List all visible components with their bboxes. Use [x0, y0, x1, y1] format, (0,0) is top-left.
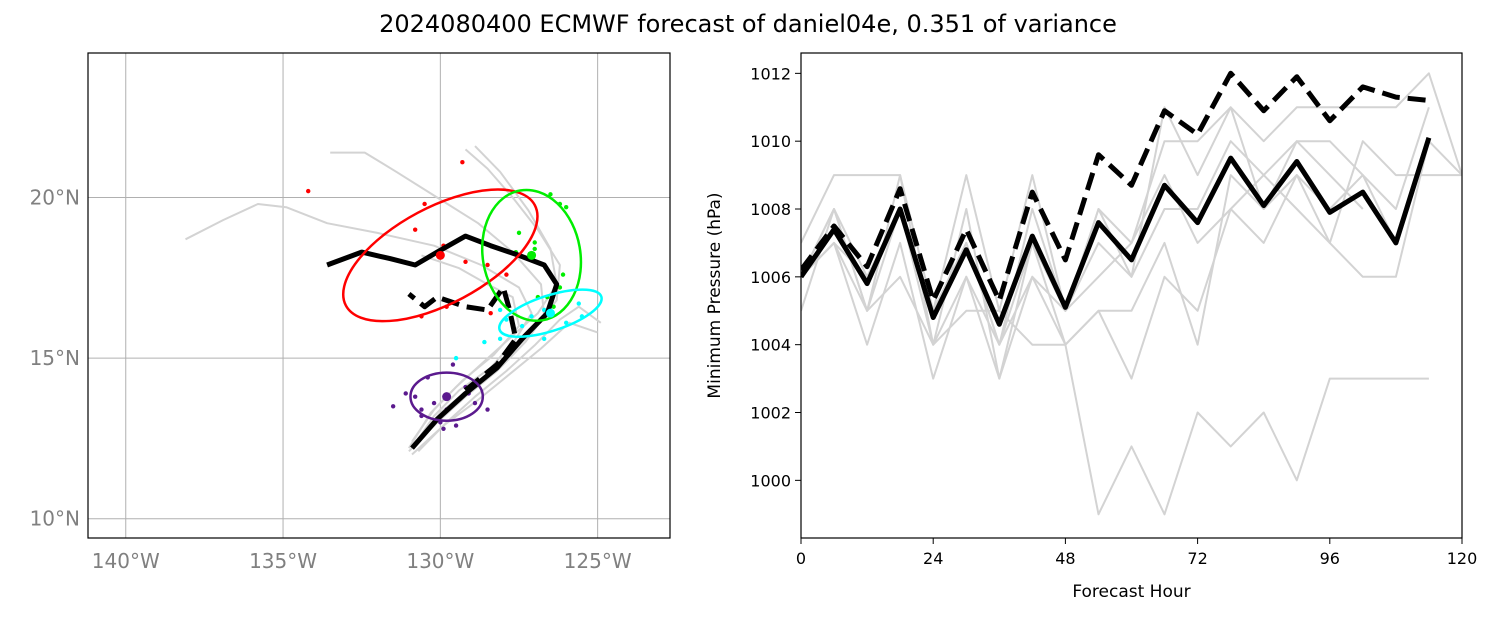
- cluster-center: [435, 250, 445, 260]
- pressure-x-tick-label: 0: [796, 549, 806, 568]
- map-lon-tick-label: 135°W: [249, 549, 317, 573]
- map-lat-tick-label: 10°N: [30, 507, 80, 531]
- cluster-point: [516, 230, 522, 236]
- mean-pressure-dashed: [801, 70, 1430, 304]
- mean-track-solid: [326, 233, 560, 450]
- pressure-x-tick-label: 120: [1447, 549, 1478, 568]
- pressure-y-tick-label: 1002: [750, 404, 791, 423]
- cluster-point: [519, 323, 525, 329]
- cluster-ellipse: [498, 288, 603, 338]
- pressure-plot-area: [801, 70, 1462, 516]
- cluster-point: [504, 272, 509, 277]
- cluster-point: [453, 423, 459, 428]
- pressure-y-tick-label: 1004: [750, 336, 791, 355]
- cluster-point: [412, 227, 418, 232]
- map-background: [88, 53, 670, 538]
- figure-title: 2024080400 ECMWF forecast of daniel04e, …: [379, 10, 1117, 38]
- cluster-point: [482, 339, 487, 345]
- cluster-point: [306, 188, 311, 194]
- pressure-x-tick-label: 72: [1187, 549, 1207, 568]
- cluster-point: [532, 246, 537, 252]
- cluster-point: [472, 400, 478, 406]
- pressure-x-tick-label: 96: [1320, 549, 1340, 568]
- cluster-point: [431, 400, 437, 406]
- pressure-panel: 0 24 48 72 96 120 1000 1002 1004 1006 1008 1010 1012…: [705, 52, 1478, 602]
- cluster-ellipse: [341, 188, 539, 323]
- cluster-point: [441, 426, 446, 431]
- cluster-point: [541, 336, 547, 342]
- cluster-point: [551, 304, 556, 309]
- pressure-frame: [800, 52, 1463, 539]
- pressure-x-tick-label: 24: [923, 549, 943, 568]
- pressure-y-tick-label: 1006: [750, 268, 791, 287]
- map-lat-tick-label: 15°N: [30, 346, 80, 370]
- cluster-point: [563, 320, 569, 326]
- pressure-y-tick-label: 1000: [750, 471, 791, 490]
- pressure-x-tick-label: 48: [1055, 549, 1075, 568]
- map-lon-tick-label: 130°W: [406, 549, 474, 573]
- pressure-background: [801, 53, 1462, 538]
- member-track-line: [185, 203, 533, 449]
- cluster-point: [560, 272, 566, 277]
- cluster-point: [529, 314, 534, 319]
- cluster-point: [548, 192, 553, 197]
- cluster-point: [390, 404, 396, 409]
- map-lat-tick-label: 20°N: [30, 186, 80, 210]
- cluster-point: [403, 391, 408, 396]
- cluster-point: [532, 240, 537, 245]
- cluster-point: [541, 307, 547, 313]
- cluster-point: [497, 336, 503, 342]
- cluster-point: [412, 394, 418, 399]
- cluster-point: [463, 259, 468, 264]
- cluster-ellipse: [480, 188, 583, 322]
- map-lon-tick-label: 140°W: [92, 549, 160, 573]
- cluster-point: [419, 407, 424, 412]
- map-frame: [87, 52, 671, 539]
- cluster-point: [453, 355, 459, 361]
- mean-track-dashed: [407, 285, 519, 393]
- cluster-point: [557, 285, 563, 290]
- cluster-point: [576, 301, 581, 306]
- cluster-center: [442, 392, 452, 402]
- member-track-line: [417, 305, 602, 452]
- cluster-point: [422, 201, 427, 207]
- cluster-ellipse: [409, 371, 485, 423]
- pressure-y-tick-label: 1008: [750, 200, 791, 219]
- cluster-point: [450, 362, 456, 367]
- cluster-point: [485, 407, 490, 412]
- cluster-point: [488, 310, 493, 316]
- member-pressure-line: [801, 241, 1429, 516]
- pressure-y-tick-label: 1010: [750, 132, 791, 151]
- cluster-point: [497, 307, 503, 313]
- track-map-panel: 140°W 135°W 130°W 125°W 10°N 15°N 20°N: [30, 52, 671, 573]
- cluster-point: [460, 160, 465, 165]
- cluster-point: [563, 204, 569, 210]
- member-pressure-line: [801, 140, 1462, 380]
- cluster-point: [485, 262, 490, 268]
- map-plot-area: [88, 53, 670, 538]
- cluster-center: [527, 250, 537, 260]
- map-lon-tick-label: 125°W: [564, 549, 632, 573]
- pressure-y-tick-label: 1012: [750, 64, 791, 83]
- pressure-y-axis-label: Minimum Pressure (hPa): [705, 192, 725, 398]
- pressure-x-axis-label: Forecast Hour: [1072, 582, 1190, 602]
- mean-pressure-solid: [801, 137, 1432, 327]
- cluster-center: [545, 308, 555, 318]
